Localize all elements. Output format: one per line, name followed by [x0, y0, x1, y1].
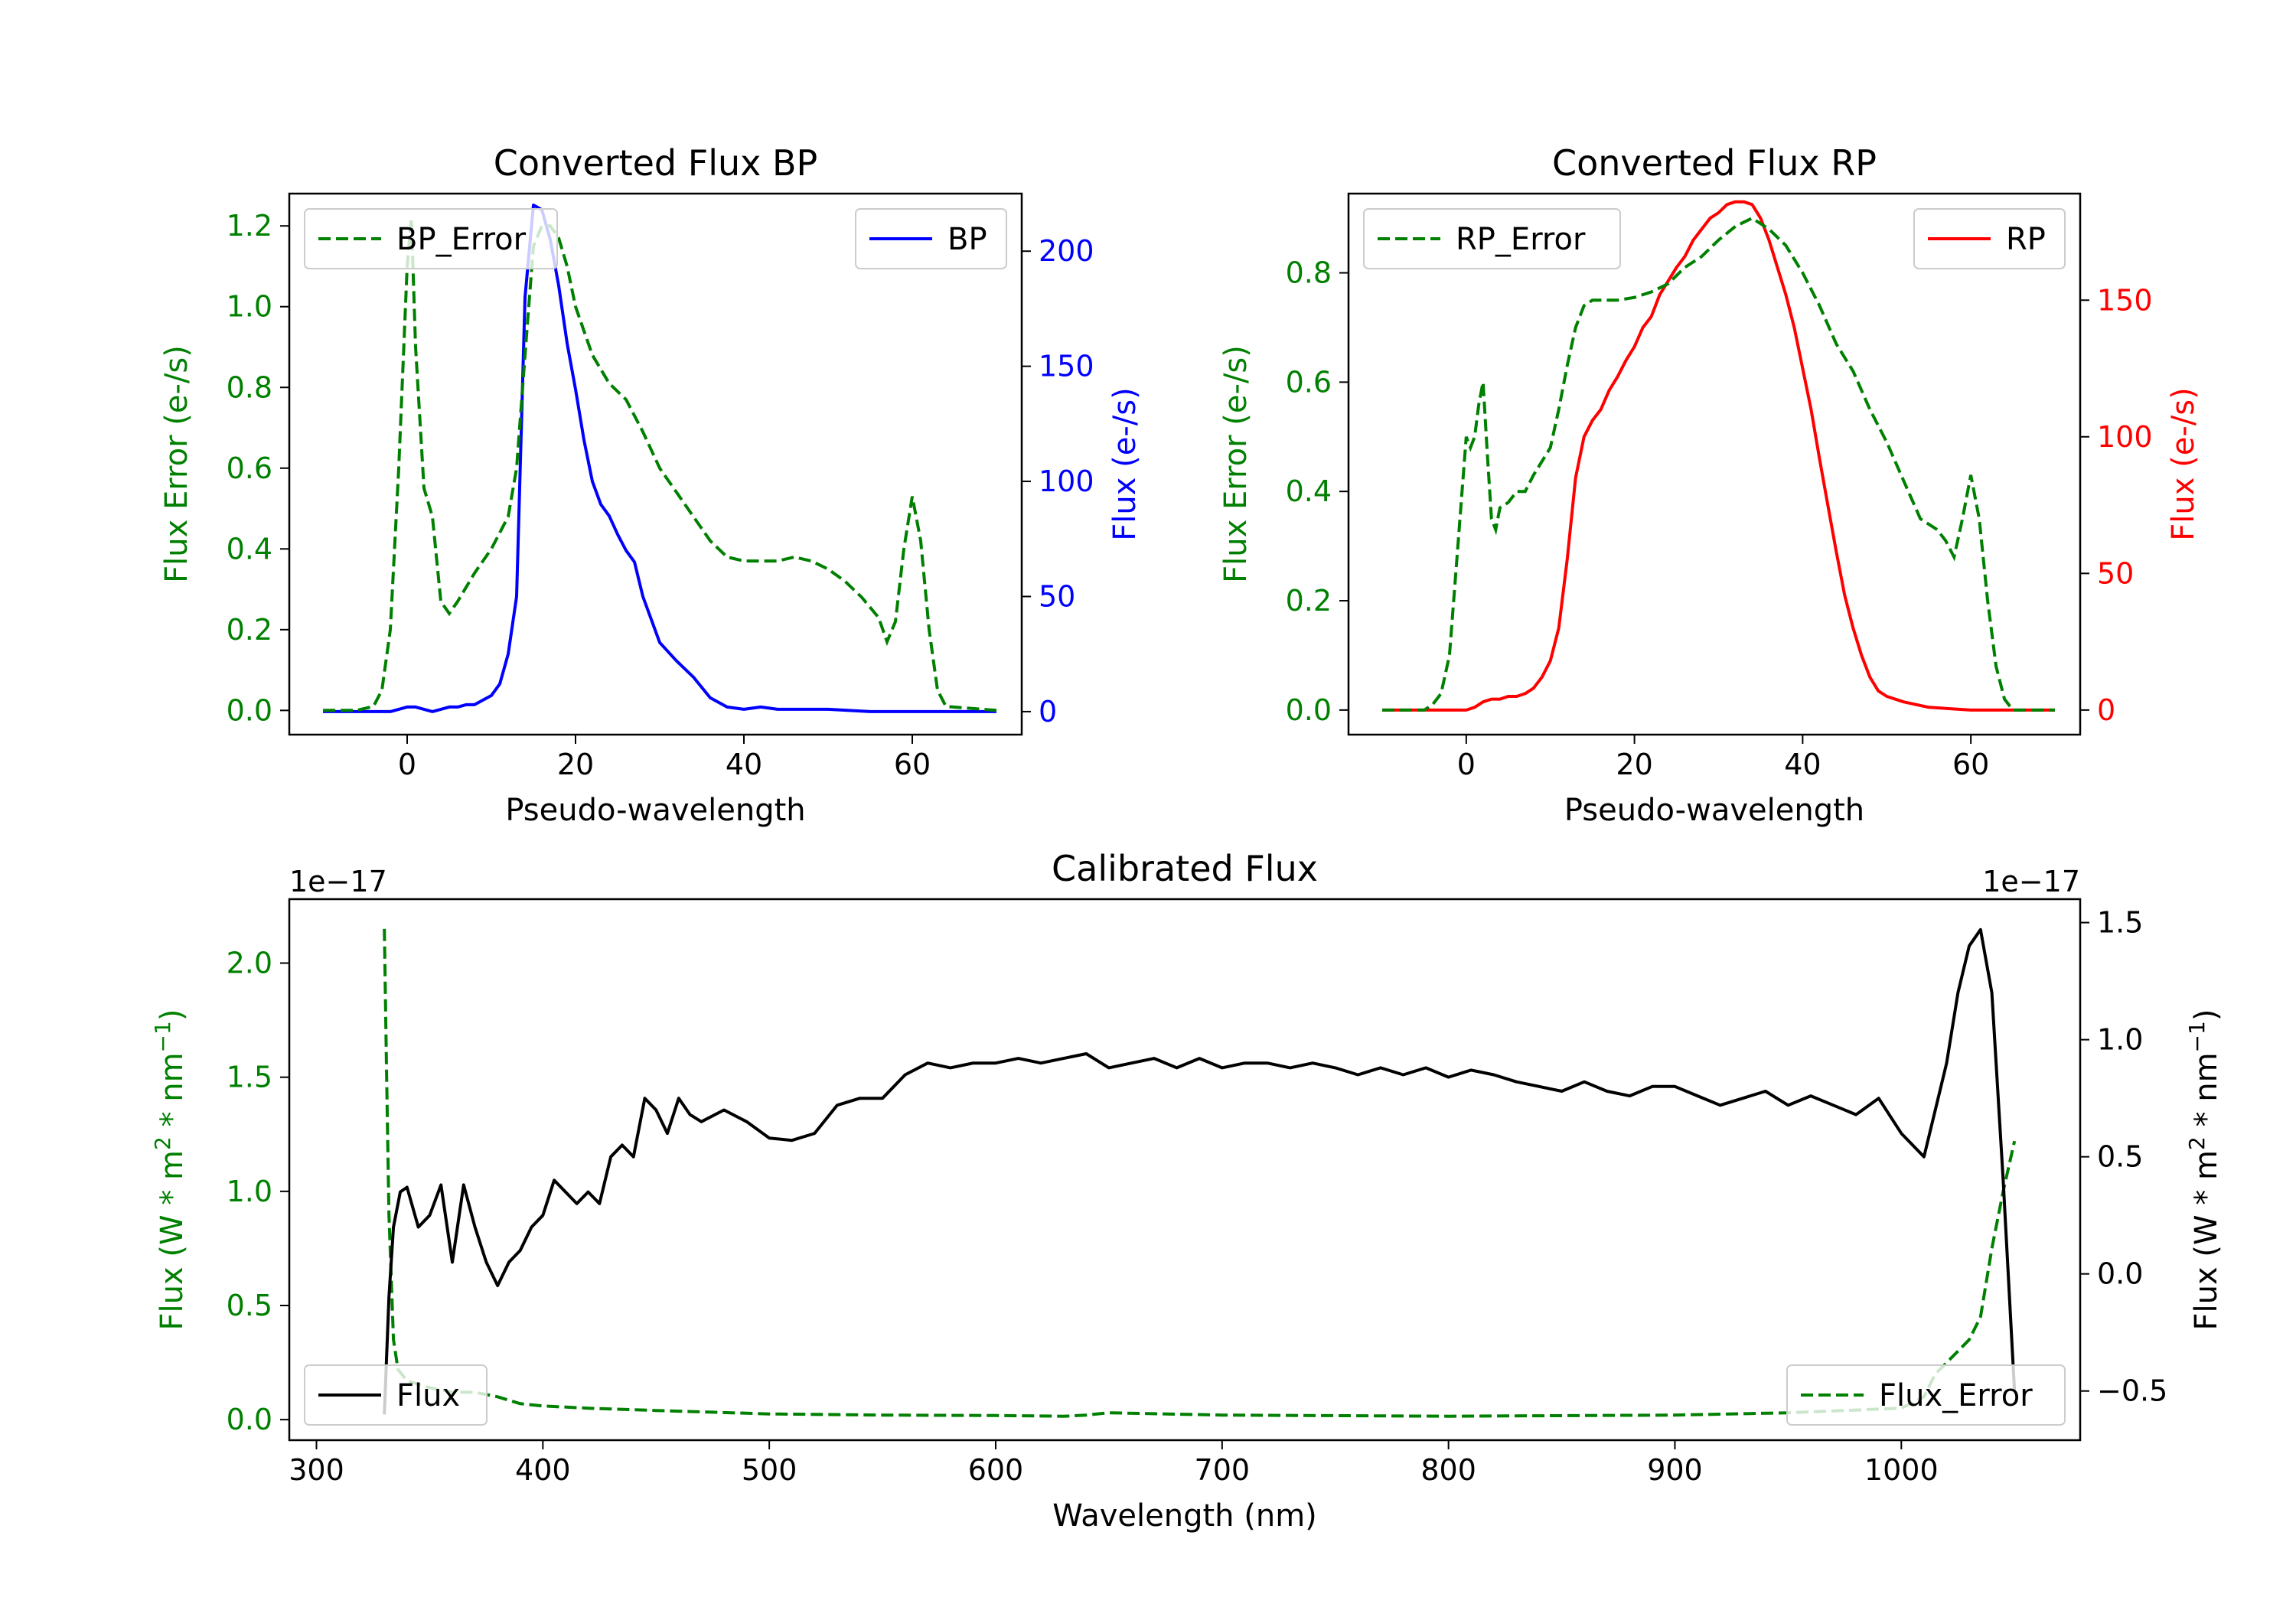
y-left-offset-label: 1e−17: [289, 865, 387, 898]
x-tick-label: 700: [1195, 1453, 1251, 1487]
x-tick-label: 300: [289, 1453, 344, 1487]
axes-frame: [288, 898, 2082, 1442]
y-left-tick-label: 0.6: [227, 451, 272, 485]
x-axis-label: Wavelength (nm): [1052, 1498, 1317, 1534]
y-left-axis-label: Flux (W * m2 * nm−1): [150, 1009, 191, 1331]
panel-converted-flux-bp: 0 20 40 60 0.0 0.2 0.4 0.6 0.8 1.0 1.2 0 50 100 150 200…: [159, 142, 1143, 828]
x-tick-label: 20: [1616, 748, 1652, 781]
legend-rp: RP: [1913, 208, 2066, 269]
x-tick-label: 600: [968, 1453, 1024, 1487]
y-right-tick-label: 200: [1039, 234, 1094, 268]
y-right-tick-label: 100: [1039, 464, 1094, 498]
y-left-tick-label: 0.5: [227, 1289, 272, 1322]
x-tick-label: 40: [726, 748, 762, 781]
series-line-flux: [383, 927, 2017, 1415]
legend-rp-error: RP_Error: [1363, 208, 1621, 269]
y-left-axis-label: Flux Error (e-/s): [159, 345, 194, 583]
y-left-tick-label: 0.4: [1286, 474, 1332, 508]
series-line-rp: [1382, 200, 2055, 712]
y-left-tick-label: 0.0: [1286, 693, 1332, 727]
legend-bp-error: BP_Error: [304, 208, 558, 269]
x-tick-label: 500: [742, 1453, 797, 1487]
y-right-tick-label: 0: [1039, 695, 1057, 729]
x-tick-label: 800: [1420, 1453, 1476, 1487]
y-left-tick-label: 0.2: [1286, 584, 1332, 618]
x-tick-label: 0: [1457, 748, 1476, 781]
x-tick-label: 60: [1952, 748, 1989, 781]
x-tick-label: 400: [515, 1453, 571, 1487]
y-right-tick-label: 50: [2097, 556, 2134, 590]
y-left-tick-label: 1.2: [227, 209, 272, 243]
y-left-tick-label: 0.6: [1286, 365, 1332, 399]
legend-box: [1786, 1364, 2066, 1426]
series-line-bp-error: [323, 217, 997, 712]
y-left-tick-label: 0.0: [227, 1403, 272, 1436]
legend-label: Flux: [396, 1378, 460, 1413]
y-right-tick-label: 0: [2097, 693, 2115, 727]
y-left-axis-label: Flux Error (e-/s): [1218, 345, 1254, 583]
chart-title: Calibrated Flux: [1052, 848, 1318, 889]
y-right-tick-label: 0.0: [2097, 1257, 2143, 1291]
legend-box: [1363, 208, 1621, 269]
x-tick-label: 40: [1784, 748, 1821, 781]
y-right-tick-label: 1.5: [2097, 906, 2143, 940]
legend-box: [304, 208, 558, 269]
legend-flux: Flux: [304, 1364, 488, 1426]
axes-frame: [1347, 192, 2082, 736]
x-axis-label: Pseudo-wavelength: [505, 793, 805, 828]
x-tick-label: 900: [1647, 1453, 1703, 1487]
legend-label: Flux_Error: [1879, 1378, 2033, 1413]
y-left-tick-label: 1.0: [227, 290, 272, 324]
y-right-tick-label: 0.5: [2097, 1140, 2143, 1174]
x-tick-label: 1000: [1864, 1453, 1939, 1487]
y-right-axis-label: Flux (e-/s): [1107, 387, 1143, 540]
x-axis-label: Pseudo-wavelength: [1564, 793, 1864, 828]
legend-label: RP_Error: [1456, 222, 1586, 257]
y-left-tick-label: 0.8: [227, 370, 272, 404]
chart-title: Converted Flux BP: [494, 142, 818, 184]
y-left-tick-label: 0.2: [227, 613, 272, 647]
legend-box: [304, 1364, 488, 1426]
panel-converted-flux-rp: 0 20 40 60 0.0 0.2 0.4 0.6 0.8 0 50 100 150 Converted…: [1218, 142, 2201, 828]
y-left-tick-label: 1.5: [227, 1061, 272, 1094]
series-line-rp-error: [1382, 216, 2055, 712]
y-right-tick-label: 1.0: [2097, 1023, 2143, 1057]
chart-title: Converted Flux RP: [1552, 142, 1877, 184]
legend-label: BP: [947, 222, 987, 257]
y-right-axis-label: Flux (W * m2 * nm−1): [2184, 1009, 2225, 1331]
x-tick-label: 60: [894, 748, 931, 781]
y-left-tick-label: 0.8: [1286, 256, 1332, 290]
y-left-tick-label: 2.0: [227, 947, 272, 980]
series-line-bp: [323, 204, 996, 713]
y-right-tick-label: 100: [2097, 420, 2153, 454]
legend-label: BP_Error: [396, 222, 527, 257]
axes-frame: [288, 192, 1023, 736]
legend-bp: BP: [855, 208, 1007, 269]
y-right-offset-label: 1e−17: [1982, 865, 2080, 898]
legend-flux-error: Flux_Error: [1786, 1364, 2066, 1426]
y-left-tick-label: 0.4: [227, 532, 272, 566]
y-left-tick-label: 1.0: [227, 1175, 272, 1208]
panel-calibrated-flux: 300 400 500 600 700 800 900 1000 0.0 0.5 1.0 1.5 2.0…: [150, 848, 2225, 1534]
y-right-tick-label: 150: [1039, 350, 1094, 383]
x-tick-label: 0: [398, 748, 416, 781]
y-right-tick-label: 150: [2097, 283, 2153, 317]
y-left-tick-label: 0.0: [227, 693, 272, 727]
x-tick-label: 20: [557, 748, 594, 781]
series-line-flux-error: [383, 928, 2017, 1418]
y-right-tick-label: 50: [1039, 579, 1075, 613]
y-right-tick-label: −0.5: [2097, 1374, 2167, 1408]
legend-label: RP: [2006, 222, 2046, 257]
y-right-axis-label: Flux (e-/s): [2166, 387, 2201, 540]
